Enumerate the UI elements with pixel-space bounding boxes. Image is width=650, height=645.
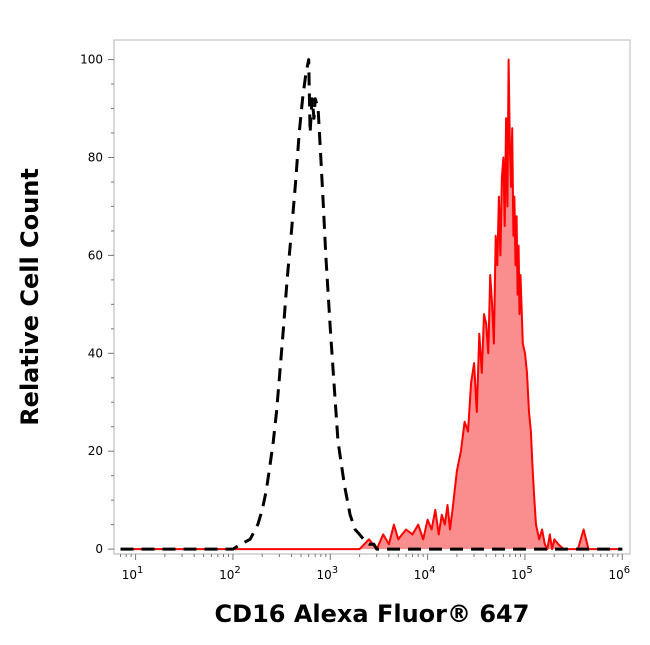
control-histogram-line: [120, 58, 623, 551]
x-tick-label: 105: [511, 565, 533, 582]
y-tick-label: 80: [88, 150, 103, 164]
y-tick-label: 0: [95, 542, 103, 556]
x-axis-title: CD16 Alexa Fluor® 647: [215, 600, 530, 628]
x-tick-label: 104: [414, 565, 436, 582]
y-tick-label: 40: [88, 346, 103, 360]
plot-frame: [113, 39, 631, 555]
series-layer: [120, 58, 623, 551]
x-tick-label: 103: [316, 565, 338, 582]
labels-layer: 101 102 103 104 105 106 0 20 40 60 80 100: [80, 53, 630, 582]
y-tick-label: 20: [88, 444, 103, 458]
stained-histogram-line: [120, 58, 623, 551]
y-tick-label: 60: [88, 248, 103, 262]
x-tick-label: 106: [608, 565, 630, 582]
x-tick-label: 102: [219, 565, 241, 582]
y-tick-label: 100: [80, 53, 103, 67]
x-tick-label: 101: [122, 565, 144, 582]
stained-histogram-fill: [120, 59, 623, 550]
axes-layer: [108, 40, 630, 560]
y-axis-title: Relative Cell Count: [16, 168, 44, 426]
